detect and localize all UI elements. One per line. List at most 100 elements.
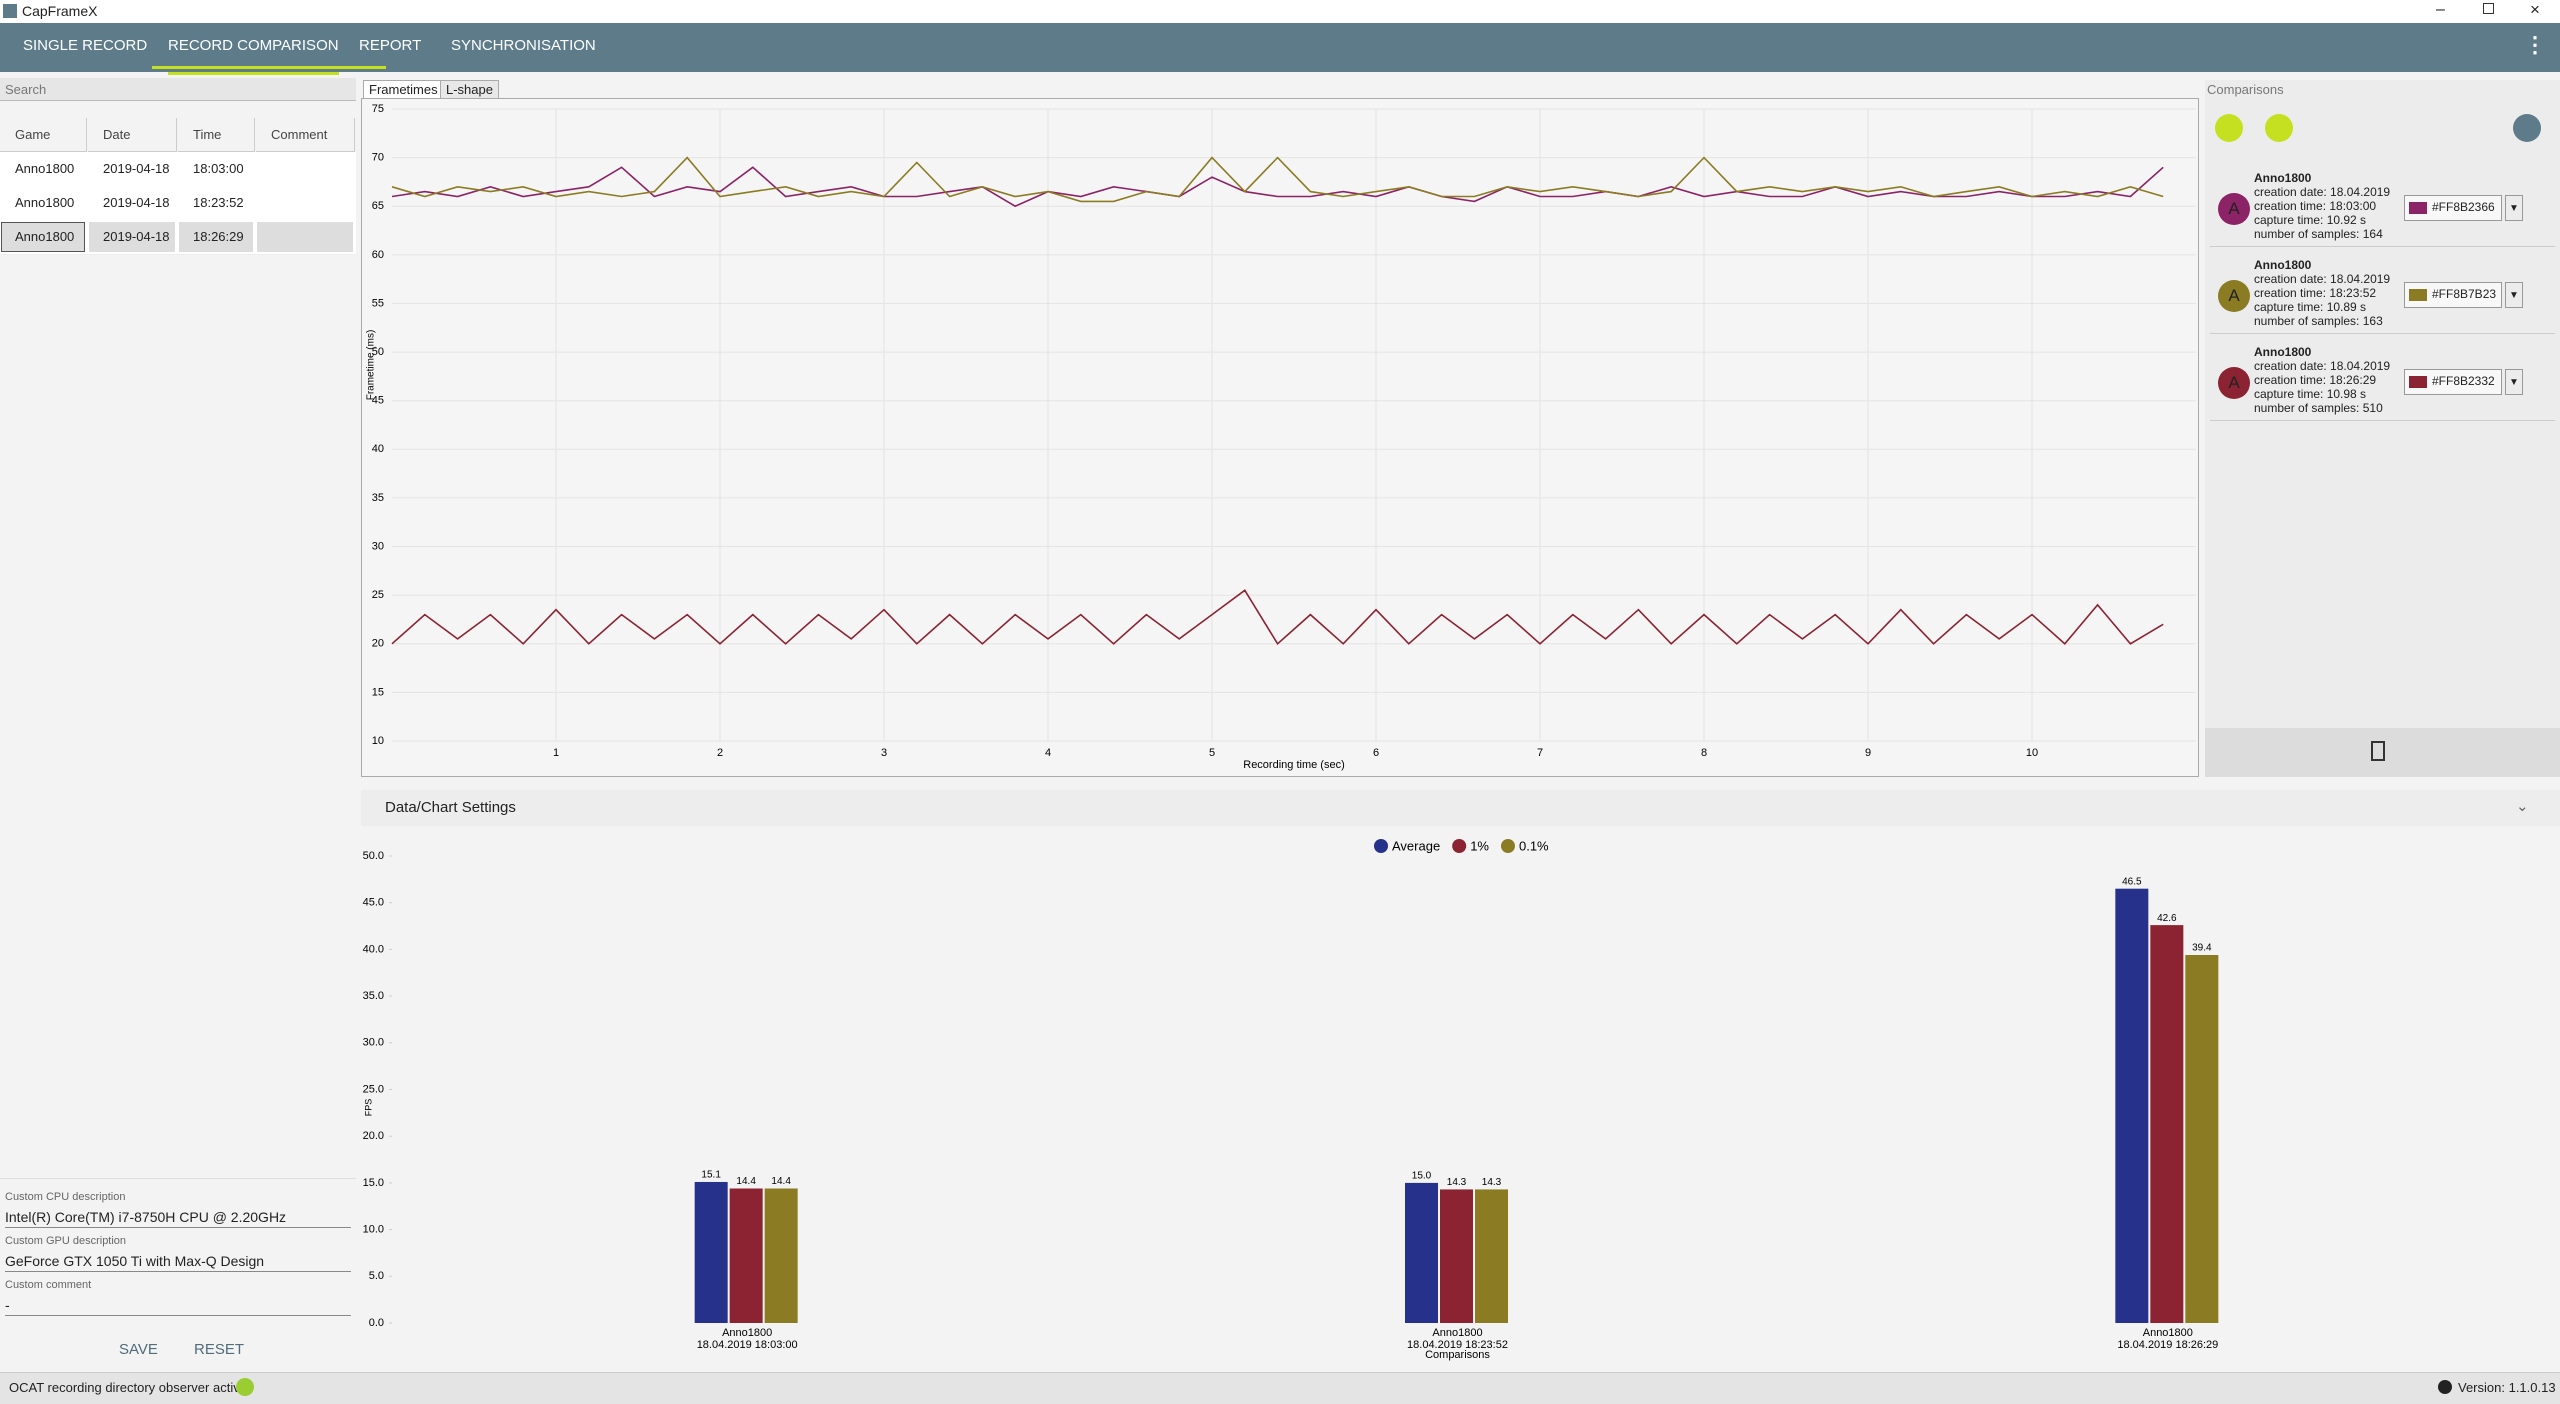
table-cell[interactable]: Anno1800: [15, 195, 75, 210]
x-tick-detail: 18.04.2019 18:26:29: [2117, 1339, 2218, 1351]
x-tick-label: 2: [717, 747, 723, 759]
table-row[interactable]: [0, 186, 356, 221]
app-icon: [3, 4, 17, 18]
bar: [1440, 1189, 1473, 1323]
avatar: A: [2218, 193, 2250, 225]
table-cell[interactable]: 18:03:00: [193, 161, 244, 176]
y-tick-label: 75: [372, 103, 384, 115]
cpu-value[interactable]: Intel(R) Core(TM) i7-8750H CPU @ 2.20GHz: [5, 1209, 351, 1228]
color-dropdown[interactable]: ▼: [2505, 369, 2523, 395]
color-code: #FF8B2366: [2432, 200, 2495, 214]
bar: [2150, 925, 2184, 1323]
table-cell[interactable]: 2019-04-18: [103, 161, 170, 176]
save-button[interactable]: SAVE: [119, 1341, 158, 1358]
record-detail: creation date: 18.04.2019: [2254, 272, 2391, 286]
table-row[interactable]: [0, 152, 356, 187]
y-tick-label: 30.0: [363, 1037, 384, 1049]
x-axis-label: Recording time (sec): [1243, 759, 1344, 771]
y-tick-label: 50: [372, 346, 384, 358]
record-detail: creation time: 18:23:52: [2254, 286, 2377, 300]
delete-icon[interactable]: [2371, 741, 2385, 761]
y-tick-label: 20: [372, 638, 384, 650]
reset-button[interactable]: RESET: [194, 1341, 245, 1358]
table-cell[interactable]: Anno1800: [15, 161, 75, 176]
info-icon: [2438, 1380, 2452, 1394]
y-tick-label: 35: [372, 492, 384, 504]
bar: [694, 1181, 728, 1323]
x-tick-label: 7: [1537, 747, 1543, 759]
record-name: Anno1800: [2254, 171, 2312, 185]
table-cell[interactable]: 18:26:29: [193, 229, 244, 244]
color-swatch: [2409, 376, 2427, 388]
bar-value-label: 14.4: [736, 1176, 756, 1187]
color-dropdown[interactable]: ▼: [2505, 195, 2523, 221]
settings-header[interactable]: [361, 790, 2560, 826]
y-tick-label: 0.0: [369, 1317, 384, 1329]
x-tick-detail: 18.04.2019 18:03:00: [697, 1339, 798, 1351]
comparison-list: A Anno1800 creation date: 18.04.2019 creati…: [2205, 160, 2560, 440]
minimize[interactable]: –: [2436, 1, 2445, 18]
swap-button[interactable]: [2265, 114, 2293, 142]
search-label: Search: [5, 82, 47, 97]
record-detail: number of samples: 164: [2254, 227, 2383, 241]
y-tick-label: 45: [372, 395, 384, 407]
table-cell[interactable]: Anno1800: [15, 229, 75, 244]
x-tick-label: 8: [1701, 747, 1707, 759]
x-tick-label: 6: [1373, 747, 1379, 759]
nav-tab[interactable]: RECORD COMPARISON: [168, 23, 339, 75]
x-axis-label: Comparisons: [1425, 1349, 1490, 1361]
chart-tab[interactable]: Frametimes: [363, 80, 444, 98]
color-code: #FF8B7B23: [2432, 287, 2497, 301]
column-header[interactable]: Game: [0, 118, 87, 152]
x-tick-label: Anno1800: [722, 1327, 772, 1339]
search-box[interactable]: [0, 78, 356, 101]
status-bar: [0, 1372, 2560, 1404]
record-detail: capture time: 10.98 s: [2254, 387, 2367, 401]
y-tick-label: 60: [372, 249, 384, 261]
x-tick-label: 1: [553, 747, 559, 759]
record-detail: creation date: 18.04.2019: [2254, 359, 2391, 373]
y-tick-label: 65: [372, 200, 384, 212]
nav-tab[interactable]: REPORT: [359, 37, 422, 54]
bar: [2185, 955, 2219, 1323]
nav-tab[interactable]: SINGLE RECORD: [23, 37, 148, 54]
record-detail: capture time: 10.89 s: [2254, 300, 2367, 314]
maximize[interactable]: [2483, 3, 2494, 14]
x-tick-label: Anno1800: [1432, 1327, 1482, 1339]
y-axis-label: Frametime (ms): [366, 330, 377, 401]
chart-tab[interactable]: L-shape: [440, 80, 499, 99]
cell-bg: [1, 222, 85, 252]
table-cell[interactable]: 2019-04-18: [103, 229, 170, 244]
window-title: CapFrameX: [22, 3, 98, 19]
y-tick-label: 40.0: [363, 943, 384, 955]
column-header[interactable]: Date: [88, 118, 177, 152]
record-detail: creation time: 18:03:00: [2254, 199, 2377, 213]
fps-chart: 0.0 5.0 10.0 15.0 20.0 25.0 30.0 35.0 40.0 45.0 50…: [363, 838, 2219, 1361]
column-header[interactable]: Time: [178, 118, 255, 152]
x-tick-label: 3: [881, 747, 887, 759]
legend-label: Average: [1392, 838, 1440, 853]
comment-value[interactable]: -: [5, 1297, 351, 1316]
column-header[interactable]: Comment: [256, 118, 355, 152]
color-dropdown[interactable]: ▼: [2505, 282, 2523, 308]
close[interactable]: ×: [2530, 0, 2540, 19]
bar-value-label: 14.3: [1447, 1177, 1467, 1188]
chart-frame: [361, 98, 2199, 777]
table-cell[interactable]: 18:23:52: [193, 195, 244, 210]
title-bar: CapFrameX – ×: [0, 0, 2560, 23]
nav-bar: [0, 23, 2560, 72]
frametime-line: [391, 166, 2164, 208]
nav-tab[interactable]: SYNCHRONISATION: [451, 37, 596, 54]
legend-label: 0.1%: [1519, 838, 1549, 853]
cpu-label: Custom CPU description: [5, 1191, 126, 1203]
add-button[interactable]: [2215, 114, 2243, 142]
expander[interactable]: ⌄: [2516, 798, 2529, 815]
bar: [1475, 1189, 1508, 1323]
gpu-value[interactable]: GeForce GTX 1050 Ti with Max-Q Design: [5, 1253, 351, 1272]
item-separator: [2210, 333, 2555, 334]
legend-marker: [1374, 839, 1388, 853]
clear-button[interactable]: [2513, 114, 2541, 142]
table-cell[interactable]: 2019-04-18: [103, 195, 170, 210]
menu[interactable]: ⋮: [2524, 32, 2546, 57]
cell-bg: [257, 222, 353, 252]
